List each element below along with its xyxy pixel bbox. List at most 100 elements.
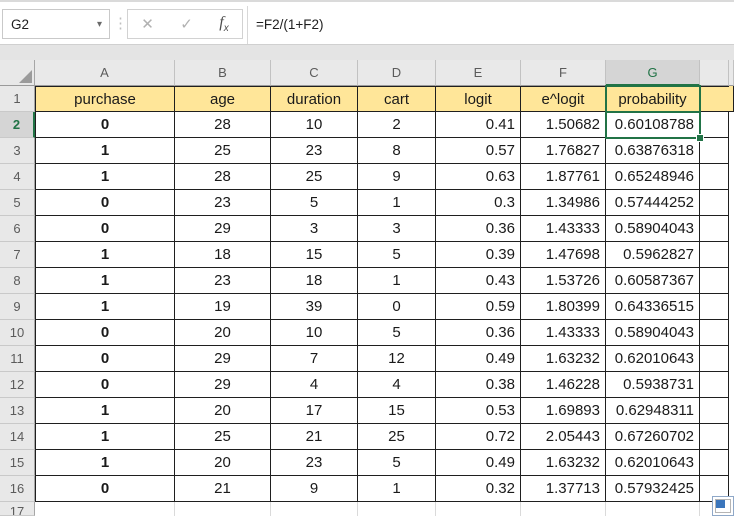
cell-A15[interactable]: 1 [35, 450, 175, 476]
cell-B6[interactable]: 29 [175, 216, 271, 242]
cell-C8[interactable]: 18 [271, 268, 358, 294]
cell-G8[interactable]: 0.60587367 [606, 268, 700, 294]
row-header-9[interactable]: 9 [0, 294, 35, 320]
cell-C10[interactable]: 10 [271, 320, 358, 346]
row-header-11[interactable]: 11 [0, 346, 35, 372]
cell-A11[interactable]: 0 [35, 346, 175, 372]
cell-G4[interactable]: 0.65248946 [606, 164, 700, 190]
cell-G5[interactable]: 0.57444252 [606, 190, 700, 216]
cell-H2[interactable] [700, 112, 729, 138]
cell-F6[interactable]: 1.43333 [521, 216, 606, 242]
header-cell-logit[interactable]: logit [436, 86, 521, 112]
cell-row17-2[interactable] [271, 502, 358, 516]
insert-function-icon[interactable]: fx [219, 14, 228, 34]
cell-E14[interactable]: 0.72 [436, 424, 521, 450]
cell-F5[interactable]: 1.34986 [521, 190, 606, 216]
cell-C15[interactable]: 23 [271, 450, 358, 476]
cell-G14[interactable]: 0.67260702 [606, 424, 700, 450]
cell-E2[interactable]: 0.41 [436, 112, 521, 138]
cell-E9[interactable]: 0.59 [436, 294, 521, 320]
row-header-8[interactable]: 8 [0, 268, 35, 294]
cell-B3[interactable]: 25 [175, 138, 271, 164]
cell-C3[interactable]: 23 [271, 138, 358, 164]
cell-H14[interactable] [700, 424, 729, 450]
cell-A8[interactable]: 1 [35, 268, 175, 294]
cell-D8[interactable]: 1 [358, 268, 436, 294]
cell-F3[interactable]: 1.76827 [521, 138, 606, 164]
cell-D7[interactable]: 5 [358, 242, 436, 268]
cell-row17-5[interactable] [521, 502, 606, 516]
cell-F4[interactable]: 1.87761 [521, 164, 606, 190]
cell-H10[interactable] [700, 320, 729, 346]
cell-H8[interactable] [700, 268, 729, 294]
cell-H12[interactable] [700, 372, 729, 398]
cell-D10[interactable]: 5 [358, 320, 436, 346]
cell-row17-3[interactable] [358, 502, 436, 516]
row-header-2[interactable]: 2 [0, 112, 35, 138]
autofill-options-button[interactable] [712, 496, 734, 516]
cell-F7[interactable]: 1.47698 [521, 242, 606, 268]
column-header-A[interactable]: A [35, 60, 175, 86]
cell-F8[interactable]: 1.53726 [521, 268, 606, 294]
cell-F2[interactable]: 1.50682 [521, 112, 606, 138]
cell-B15[interactable]: 20 [175, 450, 271, 476]
cell-B11[interactable]: 29 [175, 346, 271, 372]
cell-H11[interactable] [700, 346, 729, 372]
cell-F14[interactable]: 2.05443 [521, 424, 606, 450]
cell-D14[interactable]: 25 [358, 424, 436, 450]
cell-A7[interactable]: 1 [35, 242, 175, 268]
row-header-7[interactable]: 7 [0, 242, 35, 268]
cell-D16[interactable]: 1 [358, 476, 436, 502]
cell-A16[interactable]: 0 [35, 476, 175, 502]
cell-G15[interactable]: 0.62010643 [606, 450, 700, 476]
column-header-F[interactable]: F [521, 60, 606, 86]
cell-C16[interactable]: 9 [271, 476, 358, 502]
cell-D11[interactable]: 12 [358, 346, 436, 372]
cell-E7[interactable]: 0.39 [436, 242, 521, 268]
row-header-14[interactable]: 14 [0, 424, 35, 450]
row-header-5[interactable]: 5 [0, 190, 35, 216]
cell-G12[interactable]: 0.5938731 [606, 372, 700, 398]
cell-F15[interactable]: 1.63232 [521, 450, 606, 476]
cell-F10[interactable]: 1.43333 [521, 320, 606, 346]
cell-C2[interactable]: 10 [271, 112, 358, 138]
cell-B5[interactable]: 23 [175, 190, 271, 216]
cell-E4[interactable]: 0.63 [436, 164, 521, 190]
row-header-13[interactable]: 13 [0, 398, 35, 424]
cell-B14[interactable]: 25 [175, 424, 271, 450]
cell-E13[interactable]: 0.53 [436, 398, 521, 424]
cell-F13[interactable]: 1.69893 [521, 398, 606, 424]
cell-D15[interactable]: 5 [358, 450, 436, 476]
cell-C11[interactable]: 7 [271, 346, 358, 372]
cell-B13[interactable]: 20 [175, 398, 271, 424]
row-header-16[interactable]: 16 [0, 476, 35, 502]
cell-E3[interactable]: 0.57 [436, 138, 521, 164]
cell-C14[interactable]: 21 [271, 424, 358, 450]
confirm-icon[interactable]: ✓ [180, 16, 193, 33]
cell-C5[interactable]: 5 [271, 190, 358, 216]
column-header-h[interactable] [700, 60, 729, 86]
column-header-D[interactable]: D [358, 60, 436, 86]
cell-G7[interactable]: 0.5962827 [606, 242, 700, 268]
cell-H5[interactable] [700, 190, 729, 216]
column-header-G[interactable]: G [606, 60, 700, 86]
cell-D2[interactable]: 2 [358, 112, 436, 138]
cell-A10[interactable]: 0 [35, 320, 175, 346]
row-header-17[interactable]: 17 [0, 502, 35, 516]
cell-C4[interactable]: 25 [271, 164, 358, 190]
cell-C12[interactable]: 4 [271, 372, 358, 398]
cell-G9[interactable]: 0.64336515 [606, 294, 700, 320]
cell-A13[interactable]: 1 [35, 398, 175, 424]
cell-H7[interactable] [700, 242, 729, 268]
cell-H3[interactable] [700, 138, 729, 164]
cell-H15[interactable] [700, 450, 729, 476]
cell-E15[interactable]: 0.49 [436, 450, 521, 476]
cell-B2[interactable]: 28 [175, 112, 271, 138]
cell-C7[interactable]: 15 [271, 242, 358, 268]
row-header-6[interactable]: 6 [0, 216, 35, 242]
row-header-15[interactable]: 15 [0, 450, 35, 476]
cell-B9[interactable]: 19 [175, 294, 271, 320]
column-header-C[interactable]: C [271, 60, 358, 86]
cell-H4[interactable] [700, 164, 729, 190]
cell-E6[interactable]: 0.36 [436, 216, 521, 242]
